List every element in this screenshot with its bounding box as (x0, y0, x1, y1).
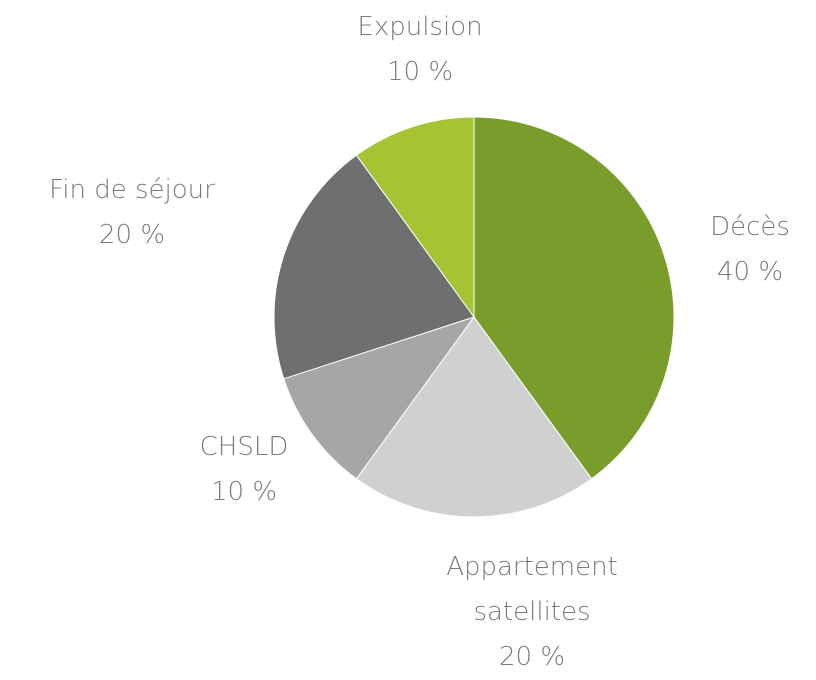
pie-slice (273, 154, 475, 380)
category-label: Appartement satellites (446, 552, 618, 627)
category-label: Expulsion (357, 12, 483, 42)
value-label: 40 % (716, 257, 784, 287)
slice-label: Appartement satellites 20 % (402, 545, 662, 680)
value-label: 10 % (210, 477, 278, 507)
slice-label: Fin de séjour 20 % (2, 168, 262, 258)
slice-label: Décès 40 % (680, 205, 816, 295)
slice-label: Expulsion 10 % (320, 5, 520, 95)
category-label: Décès (710, 212, 790, 242)
category-label: CHSLD (199, 432, 289, 462)
value-label: 20 % (98, 220, 166, 250)
value-label: 10 % (386, 57, 454, 87)
pie-slice (355, 316, 593, 518)
slice-label: CHSLD 10 % (164, 425, 324, 515)
value-label: 20 % (498, 642, 566, 672)
pie-slice (355, 116, 475, 319)
pie-slice (473, 116, 675, 480)
category-label: Fin de séjour (49, 175, 215, 205)
pie-slice (283, 316, 476, 480)
